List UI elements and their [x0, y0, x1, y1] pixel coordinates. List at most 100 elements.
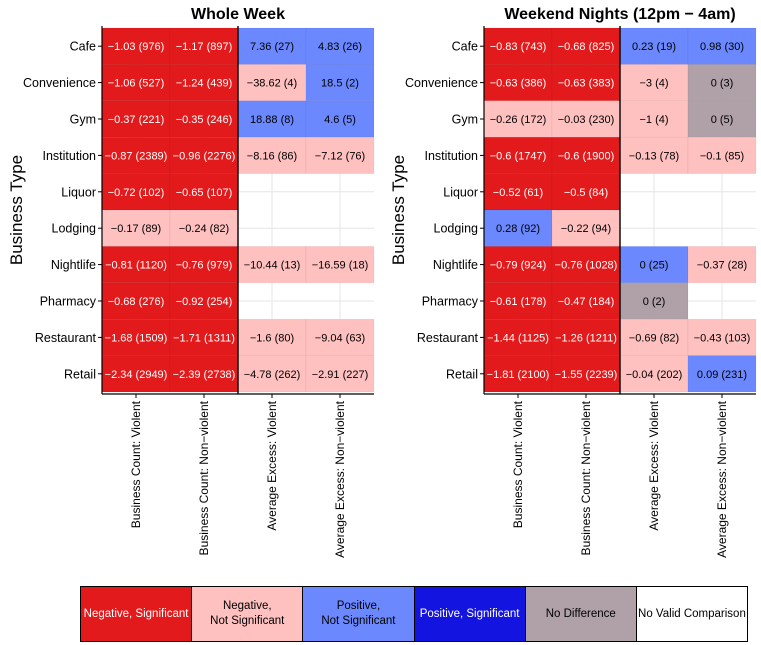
- cell-label: −1.03 (976): [108, 41, 165, 53]
- heatmap-cell: [687, 318, 757, 356]
- y-tick-label: Liquor: [443, 185, 478, 199]
- cell-label: −2.39 (2738): [173, 369, 236, 381]
- cell-label: 0.23 (19): [632, 41, 676, 53]
- y-tick-label: Gym: [452, 113, 478, 127]
- cell-label: −0.63 (386): [490, 78, 547, 90]
- heatmap-cell: [551, 282, 621, 320]
- heatmap-cell: [305, 318, 375, 356]
- y-tick-label: Institution: [42, 149, 96, 163]
- heatmap-cell: [101, 209, 171, 247]
- heatmap-cell: [687, 100, 757, 138]
- heatmap-cell: [483, 318, 553, 356]
- heatmap-cell: [305, 246, 375, 284]
- heatmap-cell: [619, 64, 689, 102]
- cell-label: −0.68 (825): [558, 41, 615, 53]
- cell-label: −0.04 (202): [626, 369, 683, 381]
- y-tick-label: Convenience: [23, 76, 96, 90]
- cell-label: −0.5 (84): [564, 187, 608, 199]
- heatmap-cell: [483, 246, 553, 284]
- cell-label: −1.26 (1211): [555, 332, 617, 344]
- heatmap-cell: [687, 27, 757, 65]
- y-tick-label: Convenience: [405, 76, 478, 90]
- heatmap-cell: [101, 282, 171, 320]
- heatmap-cell: [483, 100, 553, 138]
- y-tick-label: Pharmacy: [40, 295, 97, 309]
- cell-label: 0.28 (92): [496, 223, 540, 235]
- heatmap-cell: [551, 64, 621, 102]
- legend-item-no_diff: No Difference: [525, 587, 637, 641]
- cell-label: 0 (5): [711, 114, 734, 126]
- cell-label: 0.09 (231): [697, 369, 747, 381]
- cell-label: −1.24 (439): [176, 78, 233, 90]
- cell-label: −8.16 (86): [247, 150, 297, 162]
- cell-label: −1.44 (1125): [487, 332, 549, 344]
- cell-label: −0.47 (184): [558, 296, 615, 308]
- cell-label: −1 (4): [639, 114, 668, 126]
- y-tick-label: Cafe: [452, 40, 478, 54]
- cell-label: −38.62 (4): [247, 78, 297, 90]
- y-tick-label: Liquor: [61, 185, 96, 199]
- heatmap-cell: [619, 355, 689, 393]
- heatmap-cell: [169, 355, 239, 393]
- x-tick-label: Average Excess: Violent: [647, 400, 661, 530]
- cell-label: −0.52 (61): [493, 187, 543, 199]
- cell-label: −0.72 (102): [108, 187, 165, 199]
- heatmap-cell: [483, 173, 553, 211]
- y-tick-label: Cafe: [70, 40, 96, 54]
- cell-label: 7.36 (27): [250, 41, 294, 53]
- cell-label: −0.6 (1747): [490, 150, 547, 162]
- cell-label: 18.5 (2): [321, 78, 359, 90]
- heatmap-cell: [237, 136, 307, 174]
- y-tick-label: Institution: [424, 149, 478, 163]
- heatmap-cell: [619, 100, 689, 138]
- heatmap-cell: [305, 27, 375, 65]
- cell-label: −0.22 (94): [561, 223, 611, 235]
- x-tick-label: Business Count: Violent: [511, 400, 525, 528]
- heatmap-cell: [551, 355, 621, 393]
- heatmap-cell: [551, 27, 621, 65]
- cell-label: −0.69 (82): [629, 332, 679, 344]
- cell-label: −0.76 (1028): [555, 260, 618, 272]
- heatmap-cell: [101, 100, 171, 138]
- legend-item-neg_nsig: Negative, Not Significant: [192, 587, 304, 641]
- cell-label: −1.68 (1509): [105, 332, 168, 344]
- y-tick-label: Gym: [70, 113, 96, 127]
- cell-label: −0.76 (979): [176, 260, 233, 272]
- cell-label: −0.6 (1900): [558, 150, 615, 162]
- heatmap-cell: [101, 64, 171, 102]
- cell-label: −0.24 (82): [179, 223, 229, 235]
- cell-label: 0 (2): [643, 296, 666, 308]
- cell-label: 4.6 (5): [324, 114, 356, 126]
- x-tick-label: Average Excess: Non−violent: [715, 400, 729, 558]
- cell-label: −0.35 (246): [176, 114, 233, 126]
- heatmap-cell: [169, 209, 239, 247]
- cell-label: 0.98 (30): [700, 41, 744, 53]
- cell-label: 18.88 (8): [250, 114, 294, 126]
- x-tick-label: Average Excess: Violent: [265, 400, 279, 530]
- y-axis-title: Business Type: [389, 155, 408, 265]
- cell-label: −0.63 (383): [558, 78, 615, 90]
- cell-label: −1.71 (1311): [173, 332, 235, 344]
- x-tick-label: Average Excess: Non−violent: [333, 400, 347, 558]
- x-tick-label: Business Count: Violent: [129, 400, 143, 528]
- heatmap-cell: [169, 246, 239, 284]
- heatmap-cell: [619, 246, 689, 284]
- y-tick-label: Nightlife: [51, 258, 96, 272]
- heatmap-cell: [551, 173, 621, 211]
- cell-label: 0 (3): [711, 78, 734, 90]
- y-tick-label: Restaurant: [417, 331, 479, 345]
- y-tick-label: Lodging: [434, 222, 479, 236]
- heatmap-cell: [101, 318, 171, 356]
- cell-label: −4.78 (262): [244, 369, 301, 381]
- cell-label: −0.83 (743): [490, 41, 547, 53]
- heatmap-cell: [687, 136, 757, 174]
- heatmap-cell: [305, 64, 375, 102]
- heatmap-cell: [483, 355, 553, 393]
- cell-label: −0.17 (89): [111, 223, 161, 235]
- x-tick-label: Business Count: Non−violent: [579, 400, 593, 555]
- cell-label: −7.12 (76): [315, 150, 365, 162]
- cell-label: −10.44 (13): [244, 260, 301, 272]
- cell-label: −0.79 (924): [490, 260, 547, 272]
- legend-item-pos_nsig: Positive, Not Significant: [303, 587, 415, 641]
- cell-label: −0.61 (178): [490, 296, 547, 308]
